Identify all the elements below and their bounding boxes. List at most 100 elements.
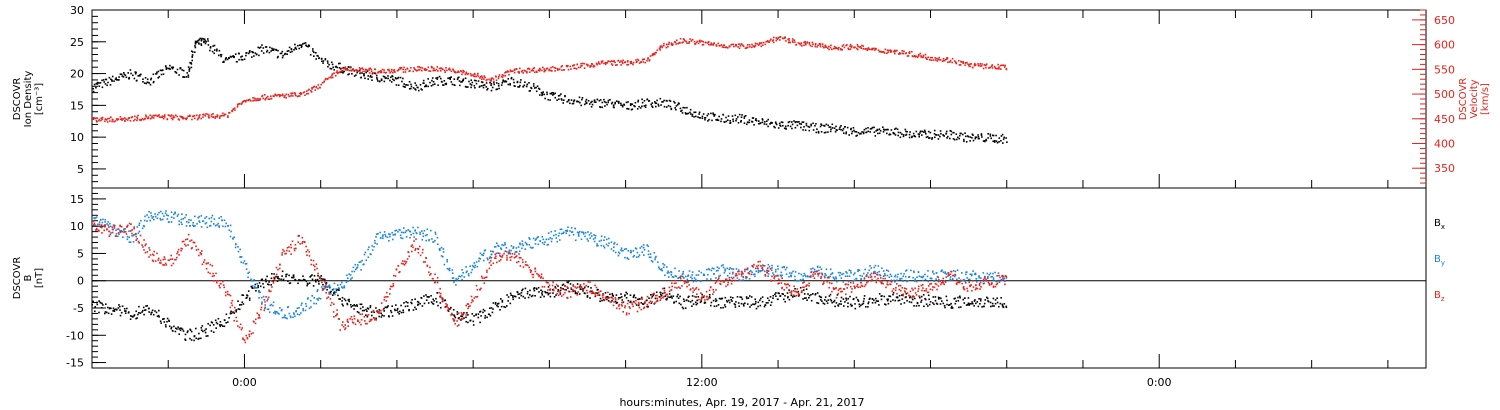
bz-point xyxy=(406,258,409,260)
density-point xyxy=(840,125,842,127)
bz-point xyxy=(219,286,221,289)
by-point xyxy=(512,247,514,250)
bz-point xyxy=(534,268,536,270)
bx-point xyxy=(535,287,538,290)
bx-point xyxy=(202,330,204,333)
bx-point xyxy=(479,321,481,324)
by-point xyxy=(446,267,449,270)
density-point xyxy=(415,84,418,87)
density-point xyxy=(697,116,699,118)
velocity-point xyxy=(958,64,961,66)
bz-point xyxy=(515,255,518,257)
velocity-point xyxy=(971,66,974,69)
bz-point xyxy=(301,241,304,243)
bx-point xyxy=(770,301,773,304)
by-point xyxy=(852,280,855,283)
by-point xyxy=(405,230,408,232)
density-point xyxy=(140,73,142,76)
bz-point xyxy=(192,241,195,244)
by-point xyxy=(227,225,229,227)
by-point xyxy=(245,262,248,265)
density-point xyxy=(601,106,604,109)
density-point xyxy=(580,104,582,107)
bx-point xyxy=(761,300,764,303)
by-point xyxy=(515,251,518,253)
velocity-point xyxy=(259,99,261,101)
bx-point xyxy=(172,330,174,332)
density-point xyxy=(134,71,136,73)
bx-point xyxy=(395,304,397,306)
velocity-point xyxy=(414,68,416,70)
by-point xyxy=(678,276,680,279)
velocity-point xyxy=(668,41,670,44)
bx-point xyxy=(105,303,107,305)
by-point xyxy=(107,221,109,223)
bx-point xyxy=(165,325,167,328)
bx-point xyxy=(663,287,666,290)
by-point xyxy=(710,269,713,272)
by-point xyxy=(382,237,384,240)
bx-point xyxy=(354,305,356,307)
bx-point xyxy=(533,287,536,289)
bz-point xyxy=(438,291,440,294)
by-point xyxy=(192,224,194,227)
bx-point xyxy=(687,300,690,302)
velocity-point xyxy=(94,117,96,120)
density-point xyxy=(111,79,113,81)
density-point xyxy=(249,50,251,52)
bz-point xyxy=(267,296,270,299)
density-point xyxy=(638,105,640,108)
by-point xyxy=(206,226,209,229)
density-point xyxy=(644,106,647,108)
density-point xyxy=(122,76,125,78)
velocity-point xyxy=(709,44,712,46)
velocity-point xyxy=(746,46,749,49)
by-point xyxy=(353,270,356,273)
density-point xyxy=(429,81,431,84)
by-point xyxy=(746,268,749,271)
density-point xyxy=(882,126,884,128)
density-point xyxy=(412,87,415,89)
density-point xyxy=(528,90,531,92)
density-point xyxy=(735,118,738,120)
density-point xyxy=(490,84,492,87)
density-point xyxy=(992,140,994,143)
velocity-point xyxy=(350,70,353,72)
density-point xyxy=(720,120,722,123)
velocity-point xyxy=(696,40,699,43)
bz-point xyxy=(451,312,453,315)
velocity-point xyxy=(789,41,792,44)
bx-point xyxy=(518,297,521,299)
bx-point xyxy=(497,302,500,305)
by-point xyxy=(550,240,553,243)
density-point xyxy=(288,46,291,49)
bx-point xyxy=(755,300,757,303)
bx-point xyxy=(648,297,650,299)
velocity-point xyxy=(265,96,268,99)
bx-point xyxy=(629,301,631,304)
velocity-point xyxy=(575,68,578,70)
bx-point xyxy=(317,274,319,277)
density-point xyxy=(485,82,488,84)
velocity-point xyxy=(764,43,767,46)
by-point xyxy=(788,272,791,274)
density-point xyxy=(906,130,908,133)
velocity-point xyxy=(445,67,447,69)
velocity-point xyxy=(853,46,855,49)
bz-point xyxy=(367,314,370,316)
bz-point xyxy=(556,292,558,295)
density-point xyxy=(586,102,588,104)
density-point xyxy=(718,115,720,118)
by-point xyxy=(237,246,239,248)
by-point xyxy=(373,246,375,248)
bx-point xyxy=(506,305,508,307)
by-point xyxy=(693,277,696,279)
density-point xyxy=(744,115,747,117)
velocity-point xyxy=(538,70,541,72)
bz-point xyxy=(336,313,339,315)
bz-point xyxy=(374,318,376,321)
by-point xyxy=(777,268,779,270)
velocity-point xyxy=(759,42,762,45)
velocity-point xyxy=(694,43,697,45)
velocity-point xyxy=(599,63,601,65)
